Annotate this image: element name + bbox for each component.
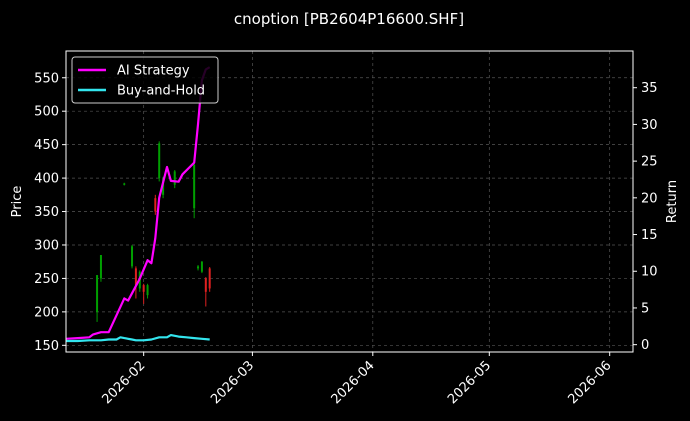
return-tick-label: 5 bbox=[641, 301, 649, 316]
candle-up bbox=[193, 163, 196, 219]
price-axis: 150 200 250 300 350 400 450 500 550 bbox=[34, 71, 66, 354]
candle-up bbox=[200, 261, 203, 274]
legend-label: AI Strategy bbox=[117, 64, 190, 79]
price-axis-label: Price bbox=[10, 186, 25, 218]
candle-down bbox=[134, 266, 137, 299]
return-series bbox=[65, 66, 211, 343]
price-tick-label: 450 bbox=[34, 138, 59, 153]
candle-up bbox=[158, 141, 161, 182]
candle-body bbox=[99, 255, 102, 279]
price-tick-label: 350 bbox=[34, 205, 59, 220]
candle-up bbox=[173, 170, 176, 189]
price-tick-label: 500 bbox=[34, 105, 59, 120]
candle-up bbox=[123, 182, 126, 186]
candle-body bbox=[197, 266, 200, 269]
candle-down bbox=[154, 194, 157, 215]
candle-body bbox=[193, 164, 196, 209]
candle-up bbox=[197, 265, 200, 271]
candle-body bbox=[173, 171, 176, 185]
price-tick-label: 400 bbox=[34, 172, 59, 187]
candle-down bbox=[142, 283, 145, 304]
plot-frame bbox=[65, 50, 634, 353]
return-tick-label: 20 bbox=[641, 191, 658, 206]
candle-up bbox=[96, 275, 99, 322]
candle-up bbox=[99, 255, 102, 282]
candle-up bbox=[131, 244, 134, 269]
candle-body bbox=[208, 268, 211, 289]
candle-body bbox=[96, 275, 99, 312]
candle-body bbox=[200, 261, 203, 272]
candle-down bbox=[208, 267, 211, 292]
return-axis: 0 5 10 15 20 25 30 35 bbox=[633, 81, 658, 353]
candle-body bbox=[146, 285, 149, 296]
legend: AI Strategy Buy-and-Hold bbox=[71, 56, 219, 104]
return-tick-label: 10 bbox=[641, 265, 658, 280]
series-line-ai-strategy bbox=[65, 66, 211, 340]
price-tick-label: 150 bbox=[34, 339, 59, 354]
candle-body bbox=[123, 183, 126, 185]
price-tick-label: 250 bbox=[34, 272, 59, 287]
candle-body bbox=[154, 198, 157, 212]
candle-body bbox=[142, 285, 145, 292]
return-tick-label: 35 bbox=[641, 81, 658, 96]
return-tick-label: 0 bbox=[641, 338, 649, 353]
candle-down bbox=[204, 277, 207, 307]
return-tick-label: 25 bbox=[641, 155, 658, 170]
return-tick-label: 30 bbox=[641, 118, 658, 133]
series-line-buy-and-hold bbox=[66, 334, 210, 343]
grid bbox=[66, 51, 633, 352]
candle-body bbox=[158, 143, 161, 179]
legend-box bbox=[71, 56, 219, 104]
legend-label: Buy-and-Hold bbox=[117, 84, 205, 99]
return-tick-label: 15 bbox=[641, 228, 658, 243]
price-tick-label: 550 bbox=[34, 71, 59, 86]
candle-body bbox=[134, 268, 137, 286]
return-axis-label: Return bbox=[665, 180, 680, 223]
candle-up bbox=[146, 283, 149, 299]
candle-body bbox=[204, 278, 207, 292]
price-tick-label: 300 bbox=[34, 238, 59, 253]
chart-title: cnoption [PB2604P16600.SHF] bbox=[234, 10, 464, 28]
price-tick-label: 200 bbox=[34, 305, 59, 320]
candle-body bbox=[131, 246, 134, 267]
